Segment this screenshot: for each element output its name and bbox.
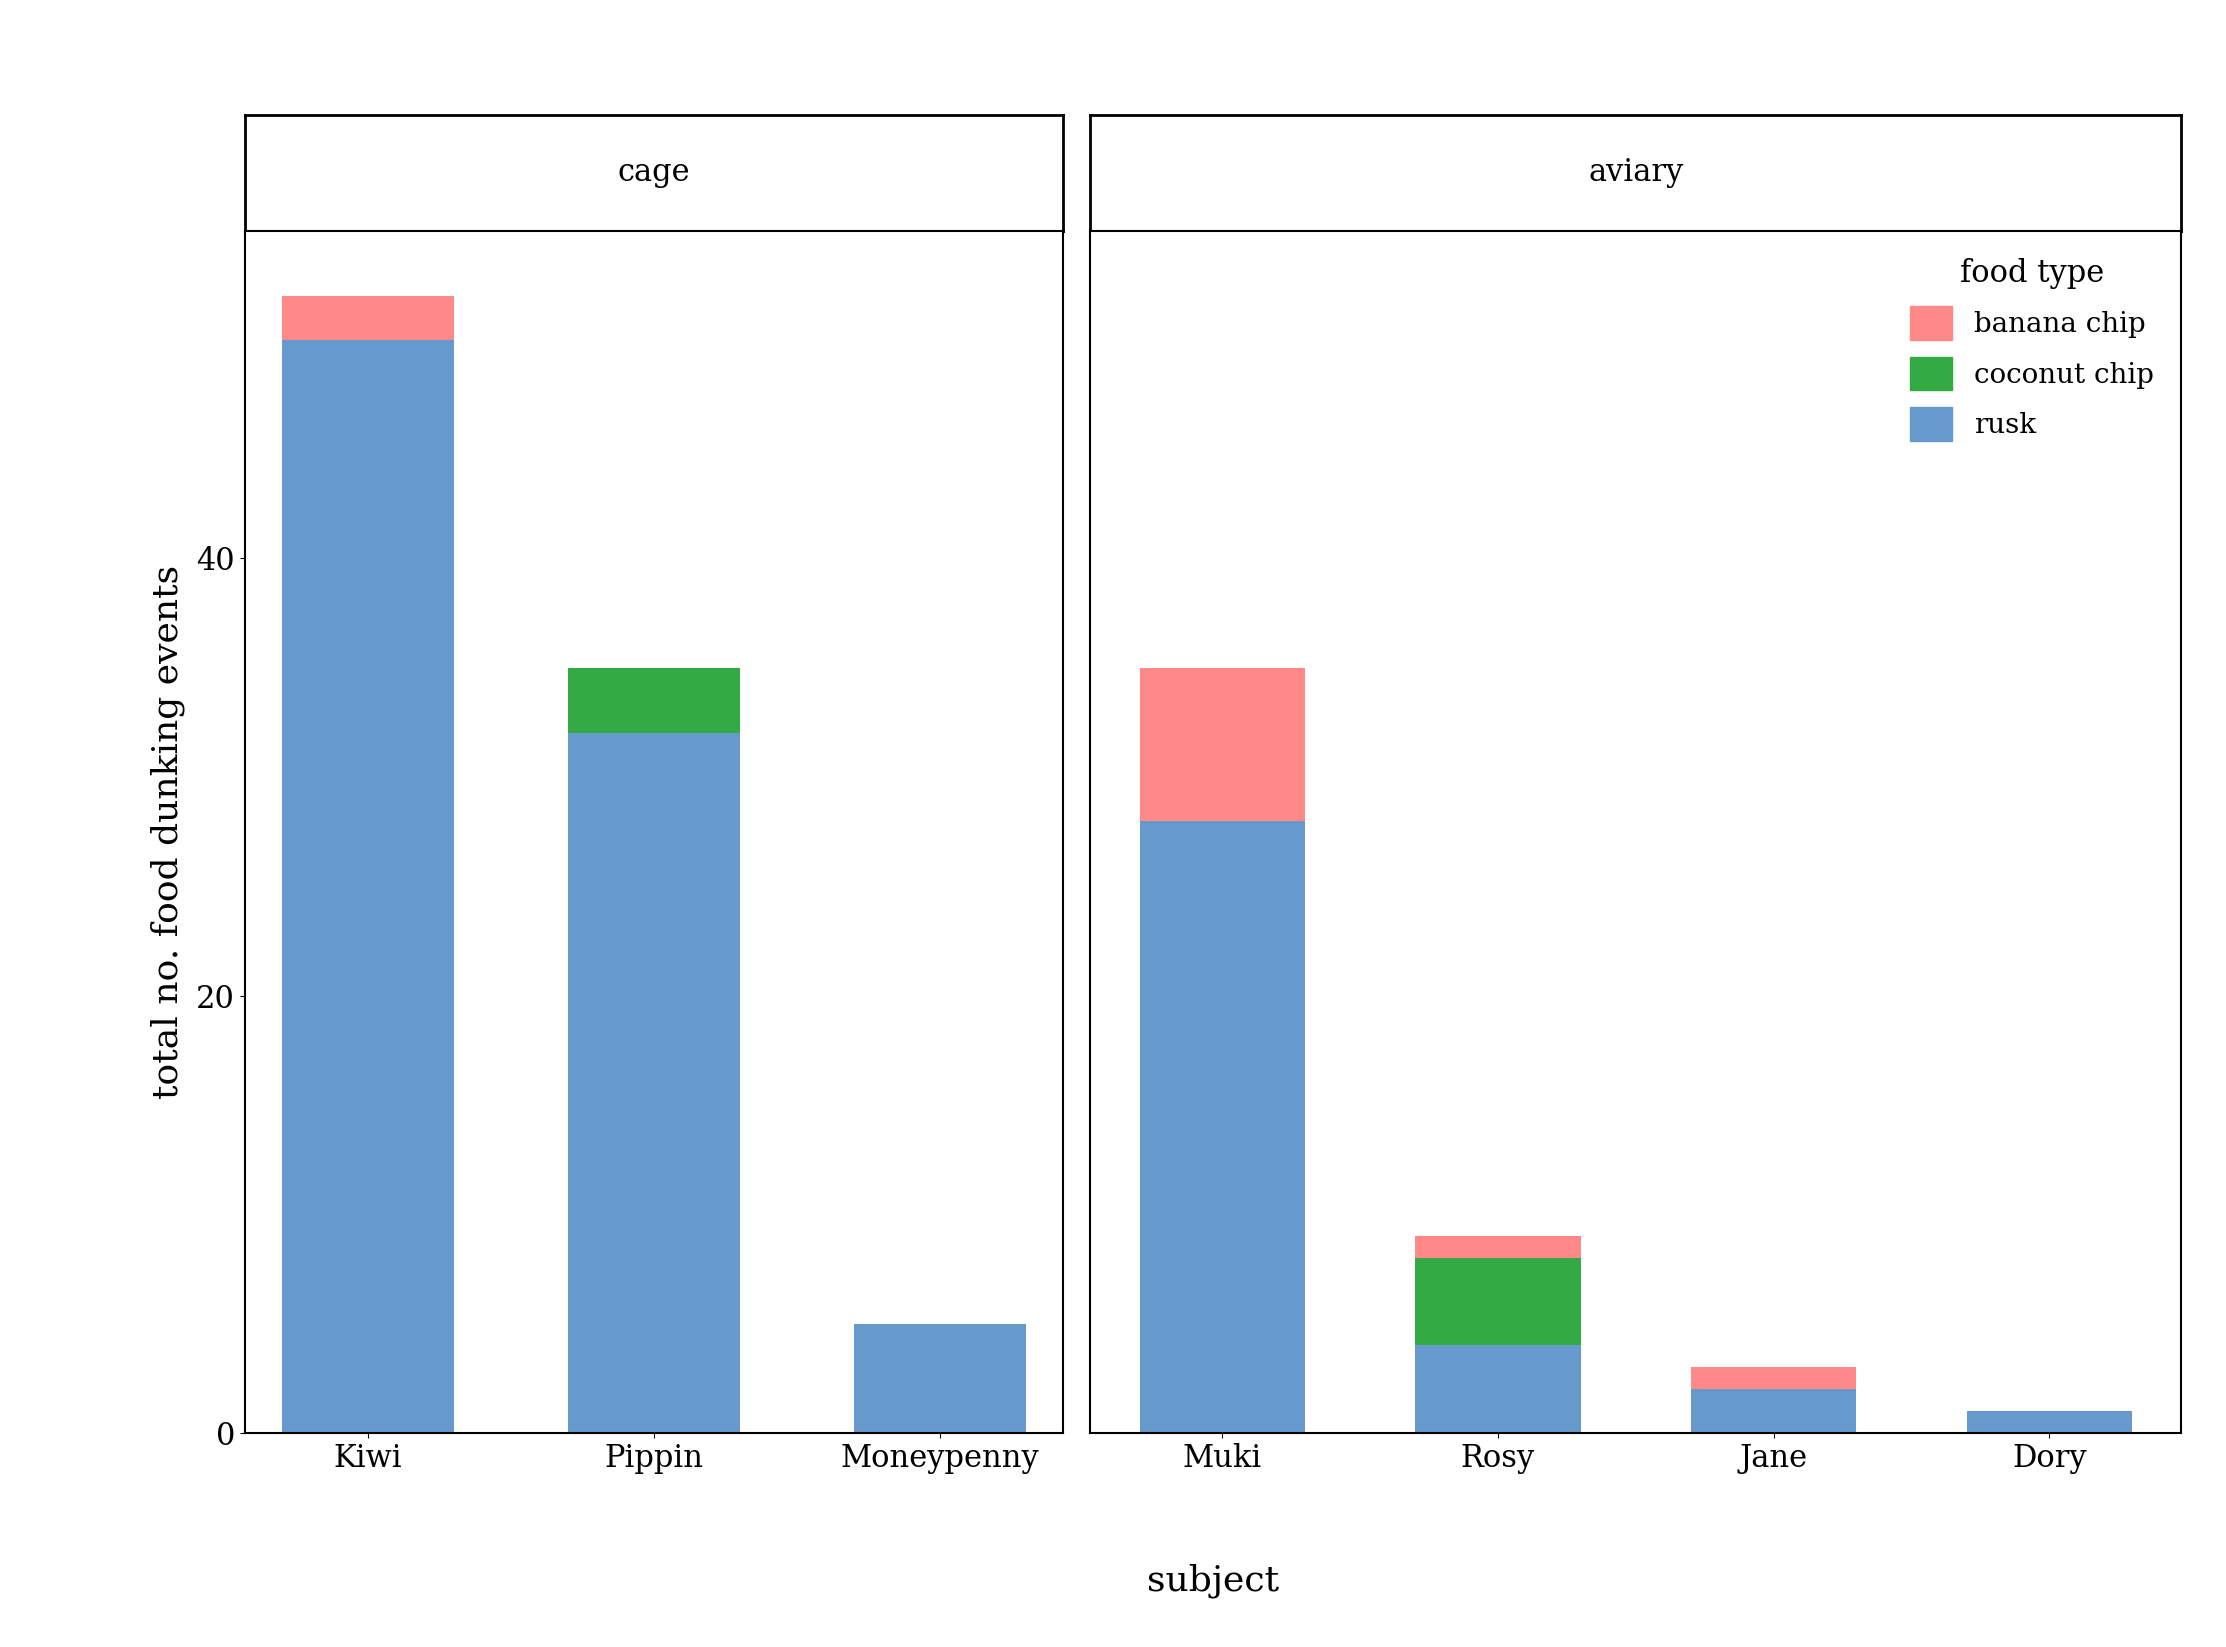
Bar (1416, 1346, 1580, 1433)
Y-axis label: total no. food dunking events: total no. food dunking events (151, 565, 185, 1099)
Text: cage: cage (619, 158, 690, 188)
Legend: banana chip, coconut chip, rusk: banana chip, coconut chip, rusk (1897, 244, 2168, 455)
Bar (568, 667, 739, 733)
Bar (1692, 1388, 1856, 1433)
Bar (568, 733, 739, 1433)
Bar (283, 339, 454, 1433)
Bar (283, 296, 454, 339)
Bar (1416, 1258, 1580, 1346)
Bar (855, 1324, 1026, 1433)
Bar (1140, 667, 1304, 820)
Text: aviary: aviary (1587, 158, 1683, 188)
Bar (1140, 820, 1304, 1433)
Bar (1966, 1411, 2133, 1433)
Text: subject: subject (1146, 1565, 1280, 1598)
Bar (1692, 1367, 1856, 1388)
Bar (1416, 1237, 1580, 1258)
